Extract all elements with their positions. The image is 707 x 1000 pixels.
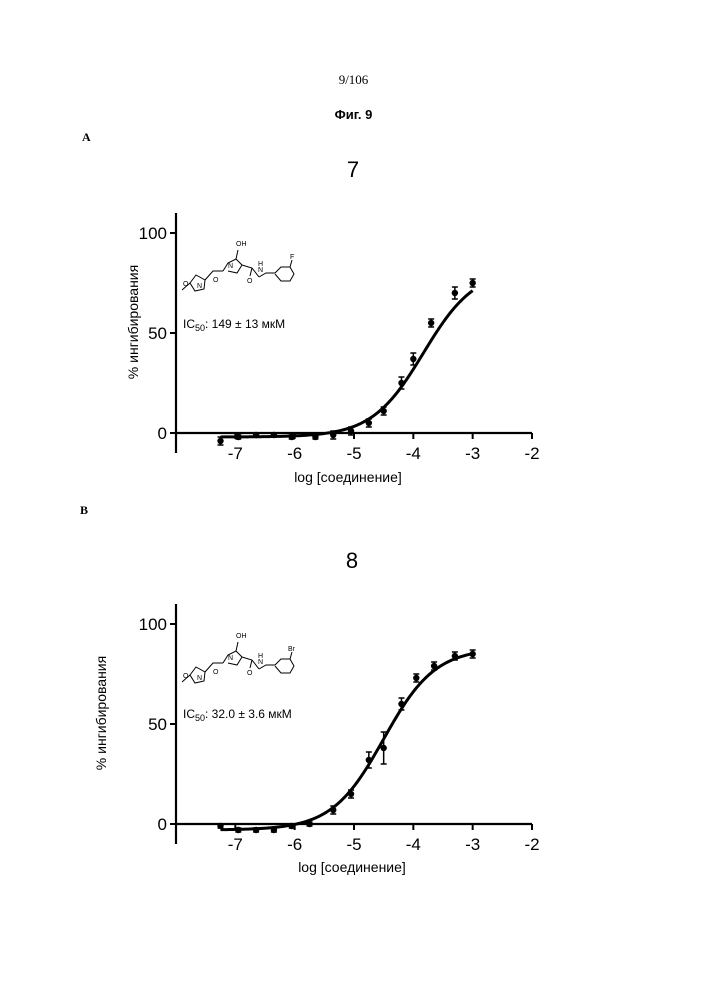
data-point: [366, 757, 372, 763]
data-point: [271, 432, 277, 438]
page-number: 9/106: [0, 72, 707, 88]
data-point: [380, 745, 386, 751]
fit-curve: [221, 654, 473, 830]
struct-atom-n-iso: N: [197, 675, 202, 682]
struct-atom-n-ring: N: [228, 655, 233, 662]
data-point: [452, 653, 458, 659]
struct-atom-n-iso: N: [197, 283, 202, 290]
x-tick-label: -5: [346, 444, 361, 463]
data-point: [428, 320, 434, 326]
struct-atom-o-carbonyl: O: [213, 669, 219, 676]
data-point: [235, 434, 241, 440]
data-point: [410, 356, 416, 362]
x-tick-label: -3: [465, 835, 480, 854]
x-tick-label: -2: [524, 444, 539, 463]
data-point: [217, 438, 223, 444]
data-point: [452, 290, 458, 296]
struct-atom-n-amide: N: [258, 267, 263, 274]
data-point: [330, 432, 336, 438]
data-point: [469, 280, 475, 286]
data-point: [348, 428, 354, 434]
data-point: [289, 434, 295, 440]
struct-atom-n-amide: N: [258, 659, 263, 666]
struct-atom-oh: OH: [236, 633, 247, 640]
data-point: [413, 675, 419, 681]
x-tick-label: -2: [524, 835, 539, 854]
data-point: [253, 827, 259, 833]
data-point: [330, 807, 336, 813]
ic50-label: IC: [183, 707, 195, 721]
struct-atom-o-ring: O: [183, 673, 189, 680]
x-tick-label: -7: [228, 835, 243, 854]
struct-atom-o-carbonyl: O: [213, 277, 219, 284]
ic50-label: IC: [183, 317, 195, 331]
x-tick-label: -6: [287, 835, 302, 854]
data-point: [289, 823, 295, 829]
y-axis-label: % ингибирования: [93, 656, 109, 770]
y-tick-label: 50: [148, 324, 167, 343]
struct-atom-f: F: [290, 254, 294, 261]
struct-atom-n-ring: N: [228, 263, 233, 270]
data-point: [431, 663, 437, 669]
y-tick-label: 100: [139, 615, 167, 634]
x-axis-label: log [соединение]: [294, 469, 402, 485]
ic50-value: : 149 ± 13 мкМ: [205, 317, 285, 331]
panel-label-b: B: [80, 503, 88, 518]
x-tick-label: -5: [346, 835, 361, 854]
x-tick-label: -3: [465, 444, 480, 463]
data-point: [398, 701, 404, 707]
x-tick-label: -4: [406, 444, 421, 463]
chart-b: 8 % ингибирования log [соединение] OH Br…: [0, 530, 707, 890]
struct-atom-oh: OH: [236, 241, 247, 248]
y-axis-title: % ингибирования: [125, 265, 141, 379]
data-point: [253, 432, 259, 438]
x-tick-label: -7: [228, 444, 243, 463]
data-point: [271, 827, 277, 833]
x-axis-label: log [соединение]: [298, 859, 406, 875]
ic50-annotation: IC50: 32.0 ± 3.6 мкМ: [183, 707, 292, 723]
ic50-value: : 32.0 ± 3.6 мкМ: [205, 707, 292, 721]
chart-a: 7 % ингибирования log [соединение] OH F …: [0, 140, 707, 500]
data-point: [235, 827, 241, 833]
struct-atom-br: Br: [288, 646, 296, 653]
struct-atom-o-amide: O: [247, 670, 253, 677]
data-point: [306, 821, 312, 827]
figure-title: Фиг. 9: [0, 107, 707, 122]
y-tick-label: 0: [158, 815, 167, 834]
data-point: [398, 380, 404, 386]
fit-curve: [221, 291, 473, 437]
data-point: [348, 791, 354, 797]
chart-title: 7: [347, 157, 359, 182]
molecule-structure: OH Br N O N O O H N: [182, 633, 296, 683]
molecule-structure: OH F N O N O O H N: [182, 241, 294, 291]
y-tick-label: 100: [139, 224, 167, 243]
ic50-subscript: 50: [195, 713, 205, 723]
ic50-annotation: IC50: 149 ± 13 мкМ: [183, 317, 285, 333]
x-tick-label: -4: [406, 835, 421, 854]
data-point: [312, 434, 318, 440]
struct-atom-o-ring: O: [183, 281, 189, 288]
chart-title: 8: [346, 548, 358, 573]
struct-atom-o-amide: O: [247, 278, 253, 285]
data-point: [366, 420, 372, 426]
y-axis-label: % ингибирования: [125, 265, 141, 379]
data-point: [380, 408, 386, 414]
y-tick-label: 50: [148, 715, 167, 734]
ic50-subscript: 50: [195, 323, 205, 333]
data-point: [469, 651, 475, 657]
y-tick-label: 0: [158, 424, 167, 443]
y-axis-title: % ингибирования: [93, 656, 109, 770]
x-tick-label: -6: [287, 444, 302, 463]
data-point: [217, 823, 223, 829]
